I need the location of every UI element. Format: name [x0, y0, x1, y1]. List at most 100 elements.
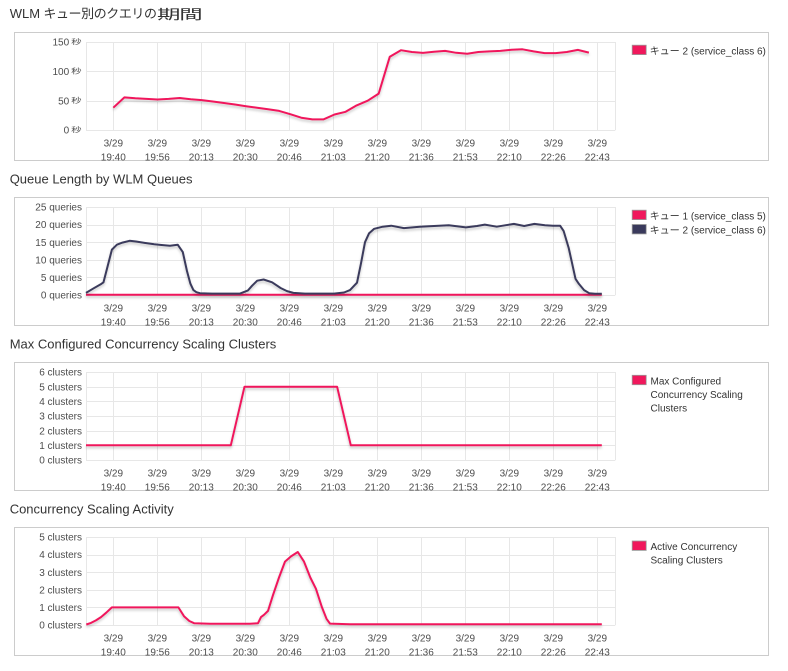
- svg-text:3/29: 3/29: [104, 468, 124, 479]
- svg-text:21:03: 21:03: [321, 317, 346, 328]
- svg-text:3/29: 3/29: [500, 633, 520, 644]
- svg-text:3/29: 3/29: [148, 138, 168, 149]
- svg-text:Clusters: Clusters: [651, 403, 688, 414]
- svg-text:21:53: 21:53: [453, 152, 478, 163]
- svg-text:0 clusters: 0 clusters: [39, 621, 82, 632]
- svg-text:3/29: 3/29: [104, 303, 124, 314]
- svg-text:21:20: 21:20: [365, 317, 390, 328]
- svg-text:20:46: 20:46: [277, 647, 302, 658]
- svg-text:3/29: 3/29: [192, 303, 212, 314]
- svg-text:10 queries: 10 queries: [35, 255, 82, 266]
- svg-text:3/29: 3/29: [280, 633, 300, 644]
- svg-text:21:36: 21:36: [409, 317, 434, 328]
- svg-text:22:43: 22:43: [585, 317, 610, 328]
- svg-text:3 clusters: 3 clusters: [39, 412, 82, 423]
- svg-text:21:20: 21:20: [365, 647, 390, 658]
- svg-text:100: 100: [53, 67, 70, 78]
- svg-text:3/29: 3/29: [412, 633, 432, 644]
- svg-text:3/29: 3/29: [236, 303, 256, 314]
- svg-text:3/29: 3/29: [500, 138, 520, 149]
- svg-text:Concurrency Scaling Activity: Concurrency Scaling Activity: [10, 501, 175, 516]
- svg-text:3/29: 3/29: [500, 303, 520, 314]
- svg-text:19:56: 19:56: [145, 317, 170, 328]
- svg-text:3/29: 3/29: [236, 633, 256, 644]
- svg-text:Max Configured: Max Configured: [651, 376, 722, 387]
- svg-text:22:26: 22:26: [541, 482, 566, 493]
- svg-text:3/29: 3/29: [368, 468, 388, 479]
- svg-text:20:46: 20:46: [277, 482, 302, 493]
- svg-text:15 queries: 15 queries: [35, 238, 82, 249]
- svg-text:3/29: 3/29: [236, 468, 256, 479]
- svg-text:1 (service_class 5): 1 (service_class 5): [683, 211, 766, 222]
- svg-text:2 (service_class 6): 2 (service_class 6): [683, 226, 766, 237]
- svg-text:3/29: 3/29: [544, 138, 564, 149]
- svg-text:0 clusters: 0 clusters: [39, 456, 82, 467]
- svg-text:5 clusters: 5 clusters: [39, 382, 82, 393]
- svg-text:3/29: 3/29: [236, 138, 256, 149]
- svg-text:Queue Length by WLM Queues: Queue Length by WLM Queues: [10, 172, 193, 187]
- svg-text:21:03: 21:03: [321, 152, 346, 163]
- svg-text:20:30: 20:30: [233, 317, 258, 328]
- svg-text:20:30: 20:30: [233, 482, 258, 493]
- svg-text:19:40: 19:40: [101, 152, 126, 163]
- svg-text:22:10: 22:10: [497, 317, 522, 328]
- svg-text:3/29: 3/29: [544, 303, 564, 314]
- svg-text:20:13: 20:13: [189, 317, 214, 328]
- svg-text:22:10: 22:10: [497, 647, 522, 658]
- svg-text:3/29: 3/29: [456, 303, 476, 314]
- svg-text:1 clusters: 1 clusters: [39, 441, 82, 452]
- svg-text:4 clusters: 4 clusters: [39, 397, 82, 408]
- svg-text:19:40: 19:40: [101, 647, 126, 658]
- svg-text:3/29: 3/29: [588, 633, 608, 644]
- svg-text:3/29: 3/29: [368, 138, 388, 149]
- svg-text:20:13: 20:13: [189, 647, 214, 658]
- svg-text:3/29: 3/29: [544, 633, 564, 644]
- svg-text:3/29: 3/29: [456, 633, 476, 644]
- svg-text:5 clusters: 5 clusters: [39, 533, 82, 544]
- svg-text:3/29: 3/29: [280, 468, 300, 479]
- svg-text:0: 0: [64, 126, 70, 137]
- svg-text:3/29: 3/29: [412, 468, 432, 479]
- svg-text:22:43: 22:43: [585, 482, 610, 493]
- svg-text:22:43: 22:43: [585, 647, 610, 658]
- svg-text:50: 50: [58, 96, 70, 107]
- svg-text:20:30: 20:30: [233, 152, 258, 163]
- svg-text:1 clusters: 1 clusters: [39, 603, 82, 614]
- svg-text:20:13: 20:13: [189, 152, 214, 163]
- svg-text:22:26: 22:26: [541, 152, 566, 163]
- svg-text:21:20: 21:20: [365, 152, 390, 163]
- svg-text:150: 150: [53, 38, 70, 49]
- svg-text:3/29: 3/29: [324, 633, 344, 644]
- svg-text:Max Configured Concurrency Sca: Max Configured Concurrency Scaling Clust…: [10, 336, 277, 351]
- svg-text:3/29: 3/29: [192, 468, 212, 479]
- svg-text:20:46: 20:46: [277, 152, 302, 163]
- svg-text:3/29: 3/29: [324, 303, 344, 314]
- svg-text:3/29: 3/29: [324, 468, 344, 479]
- svg-text:6 clusters: 6 clusters: [39, 368, 82, 379]
- svg-text:3/29: 3/29: [588, 303, 608, 314]
- svg-text:22:26: 22:26: [541, 317, 566, 328]
- svg-text:19:56: 19:56: [145, 482, 170, 493]
- svg-text:21:53: 21:53: [453, 317, 478, 328]
- svg-text:Active Concurrency: Active Concurrency: [651, 542, 738, 553]
- svg-text:3/29: 3/29: [588, 468, 608, 479]
- svg-text:21:36: 21:36: [409, 152, 434, 163]
- svg-text:20:46: 20:46: [277, 317, 302, 328]
- svg-text:3/29: 3/29: [280, 138, 300, 149]
- svg-text:22:26: 22:26: [541, 647, 566, 658]
- svg-text:21:53: 21:53: [453, 482, 478, 493]
- svg-text:4 clusters: 4 clusters: [39, 550, 82, 561]
- svg-text:WLM: WLM: [10, 6, 40, 21]
- svg-text:20 queries: 20 queries: [35, 220, 82, 231]
- svg-text:3/29: 3/29: [412, 303, 432, 314]
- svg-text:Scaling Clusters: Scaling Clusters: [651, 556, 723, 567]
- svg-text:3/29: 3/29: [192, 633, 212, 644]
- svg-text:3/29: 3/29: [192, 138, 212, 149]
- svg-text:5 queries: 5 queries: [41, 273, 82, 284]
- svg-text:3/29: 3/29: [324, 138, 344, 149]
- svg-text:3 clusters: 3 clusters: [39, 568, 82, 579]
- svg-text:21:03: 21:03: [321, 482, 346, 493]
- svg-text:3/29: 3/29: [104, 633, 124, 644]
- svg-text:3/29: 3/29: [412, 138, 432, 149]
- svg-text:22:10: 22:10: [497, 152, 522, 163]
